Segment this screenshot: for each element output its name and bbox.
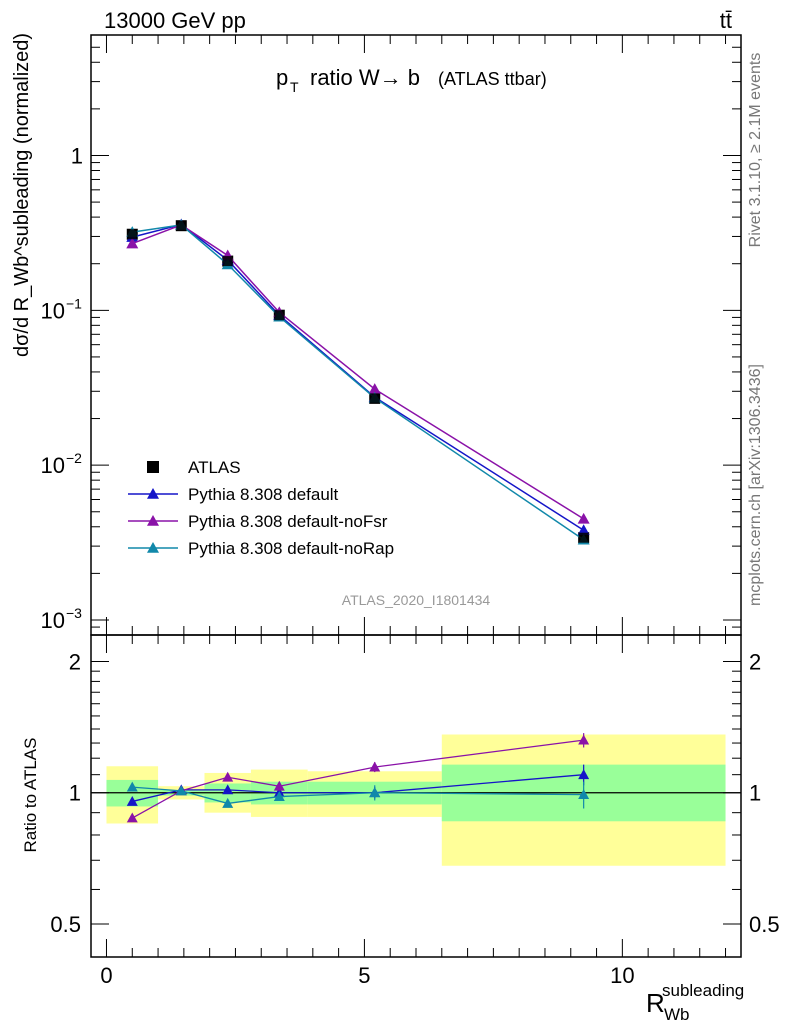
main-y-tick-exponent: −1 (66, 295, 82, 311)
ratio-point (222, 771, 234, 782)
legend-swatch (147, 515, 159, 526)
atlas-data-point (369, 393, 380, 404)
ratio-point (126, 812, 138, 823)
ratio-line (132, 786, 584, 805)
plot-title: p T ratio W→ b (ATLAS ttbar) (276, 65, 547, 95)
main-y-tick-exponent: −3 (66, 605, 82, 621)
legend-label: Pythia 8.308 default (188, 485, 339, 504)
ratio-uncertainty-bands (106, 734, 726, 866)
ratio-y-tick-label: 1 (69, 781, 81, 806)
main-y-tick-label: 10 (41, 608, 65, 633)
main-axis-ticks: 110−110−210−3 (41, 34, 741, 636)
ratio-y-tick-label: 0.5 (50, 912, 81, 937)
atlas-data-point (127, 229, 138, 240)
main-y-tick-label: 10 (41, 298, 65, 323)
ratio-line (132, 774, 584, 803)
main-y-tick-exponent: −2 (66, 450, 82, 466)
legend-label: Pythia 8.308 default-noRap (188, 539, 394, 558)
ratio-point (273, 780, 285, 791)
ratio-panel-frame (90, 634, 742, 958)
analysis-id: ATLAS_2020_I1801434 (342, 592, 491, 608)
header-process: tt̄ (720, 8, 732, 33)
ratio-point (578, 789, 590, 800)
ratio-point (222, 797, 234, 808)
ratio-y-tick-label-right: 2 (749, 649, 761, 674)
main-y-tick-label: 1 (71, 143, 83, 168)
x-axis-label-sup: subleading (662, 981, 744, 1000)
series-line (132, 224, 585, 520)
ratio-series-group (126, 733, 590, 823)
series-pythia-8-308-default-nofsr (126, 218, 590, 524)
data-point (577, 524, 590, 536)
ratio-point (369, 787, 381, 798)
x-axis-label: R subleading Wb (646, 981, 744, 1024)
atlas-data-point (274, 310, 285, 321)
plot-title-p: p (276, 65, 288, 90)
header-collision: 13000 GeV pp (104, 8, 246, 33)
atlas-data-point (578, 532, 589, 543)
ratio-series-pythia-8-308-default-norap (126, 781, 590, 809)
data-point (126, 237, 139, 249)
legend-item: Pythia 8.308 default-noFsr (128, 512, 388, 531)
plot-title-p-subscript: T (290, 79, 299, 95)
main-y-axis-label: dσ/d R_Wb^subleading (normalized) (11, 33, 33, 357)
main-y-tick-label: 10 (41, 453, 65, 478)
ratio-x-tick-label: 5 (358, 963, 370, 988)
ratio-x-tick-label: 0 (100, 963, 112, 988)
ratio-point (273, 791, 285, 801)
legend-swatch (147, 542, 159, 553)
ratio-y-tick-label-right: 0.5 (749, 912, 780, 937)
ratio-point (126, 781, 138, 792)
ratio-panel: 0.5 0.5 1 1 2 2 0 5 10 (50, 634, 780, 988)
legend-swatch (147, 461, 159, 473)
ratio-line (131, 739, 584, 819)
legend-label: Pythia 8.308 default-noFsr (188, 512, 388, 531)
ratio-point (578, 769, 590, 780)
plot-title-suffix: (ATLAS ttbar) (438, 69, 547, 89)
ratio-axis-ticks: 0.5 0.5 1 1 2 2 0 5 10 (50, 635, 780, 988)
legend-item: ATLAS (147, 458, 241, 477)
ratio-point (369, 761, 381, 772)
atlas-data-point (222, 256, 233, 267)
ratio-point (175, 785, 187, 796)
x-axis-label-base: R (646, 988, 665, 1018)
data-point (577, 512, 590, 524)
legend: ATLAS Pythia 8.308 default Pythia 8.308 de… (128, 458, 394, 558)
ratio-point (578, 734, 590, 745)
ratio-point (222, 784, 234, 795)
x-axis-label-sub: Wb (664, 1005, 690, 1024)
side-label-mcplots: mcplots.cern.ch [arXiv:1306.3436] (747, 364, 764, 606)
legend-label: ATLAS (188, 458, 241, 477)
legend-swatch (147, 488, 159, 499)
atlas-data-point (176, 220, 187, 231)
legend-item: Pythia 8.308 default-noRap (128, 539, 394, 558)
side-label-rivet: Rivet 3.1.10, ≥ 2.1M events (747, 53, 764, 248)
plot-title-main: ratio W→ b (310, 65, 420, 90)
main-series-group (126, 218, 590, 545)
main-panel: 110−110−210−3 (41, 34, 742, 636)
series-atlas-overlay (127, 220, 589, 543)
ratio-y-tick-label-right: 1 (749, 781, 761, 806)
legend-item: Pythia 8.308 default (128, 485, 339, 504)
ratio-x-tick-label: 10 (610, 963, 634, 988)
ratio-y-tick-label: 2 (69, 649, 81, 674)
data-point (368, 383, 381, 394)
ratio-y-axis-label: Ratio to ATLAS (21, 738, 40, 853)
ratio-point (126, 795, 138, 806)
series-line (132, 224, 585, 541)
